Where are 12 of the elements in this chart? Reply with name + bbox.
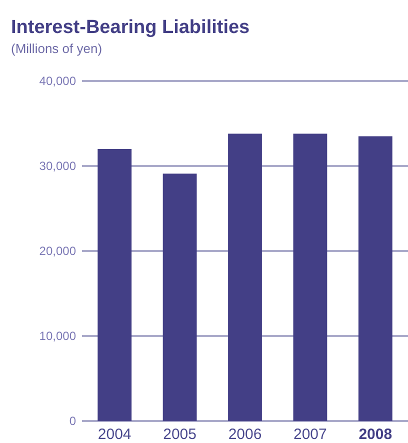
x-tick-label: 2004 [98, 426, 132, 443]
y-tick-label: 0 [69, 414, 76, 428]
chart-subtitle: (Millions of yen) [11, 41, 102, 56]
x-tick-label: 2007 [294, 426, 327, 443]
y-tick-label: 30,000 [39, 159, 76, 174]
x-tick-label: 2005 [163, 426, 196, 443]
chart-title: Interest-Bearing Liabilities [11, 17, 250, 38]
y-tick-label: 40,000 [39, 74, 76, 88]
x-tick-label: 2008 [358, 426, 392, 443]
x-tick-label: 2006 [228, 426, 262, 443]
y-tick-label: 10,000 [39, 329, 76, 344]
y-tick-label: 20,000 [39, 244, 76, 258]
